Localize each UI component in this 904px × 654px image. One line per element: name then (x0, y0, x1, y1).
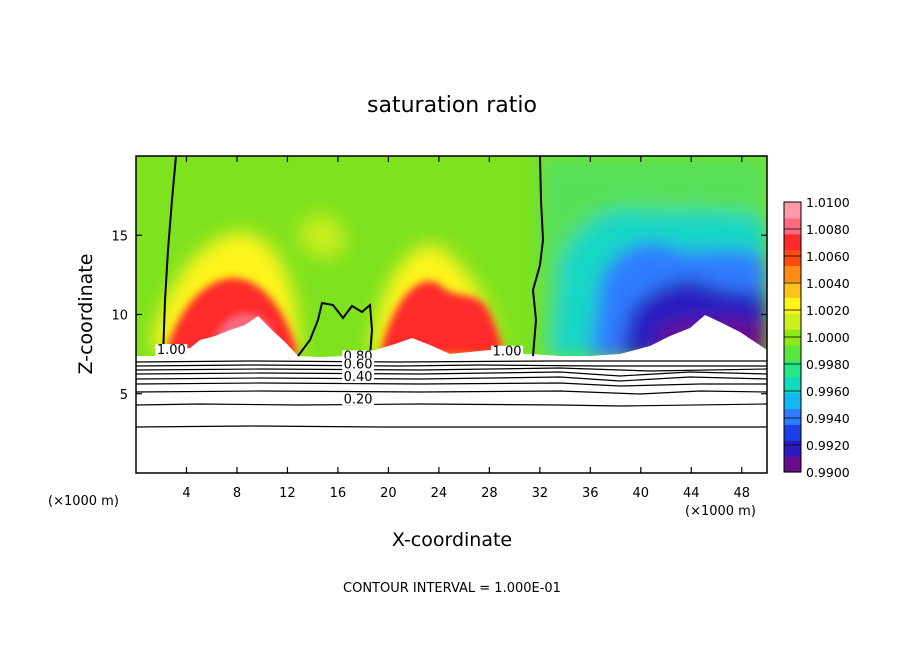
contour-interval-note: CONTOUR INTERVAL = 1.000E-01 (343, 581, 561, 596)
x-tick-label: 20 (380, 486, 397, 501)
contour-label-bg (155, 344, 188, 357)
colorbar-swatch (784, 360, 801, 378)
colorbar-swatch (784, 265, 801, 283)
contour-label: 0.40 (344, 370, 373, 385)
x-tick-label: 44 (683, 486, 700, 501)
contour-line-1.00-left (162, 156, 177, 357)
contour-line-0.60 (136, 371, 767, 377)
contour-line-0.80 (136, 364, 767, 367)
colorbar-label: 1.0000 (806, 330, 850, 345)
colorbar-swatch (784, 281, 801, 298)
colorbar-label: 1.0080 (806, 222, 850, 237)
contour-label: 0.60 (344, 357, 373, 372)
heatmap-field: 1.00 0.800.600.400.201.00 (136, 156, 767, 473)
colorbar-swatch (784, 376, 801, 394)
x-tick-label: 48 (733, 486, 750, 501)
y-tick-label: 10 (111, 309, 128, 324)
y-axis-title: Z-coordinate (75, 254, 97, 375)
x-tick-label: 12 (279, 486, 296, 501)
colorbar-swatch (784, 456, 801, 473)
colorbar-swatch (784, 249, 801, 267)
colorbar-label: 0.9920 (806, 438, 850, 453)
contour-label-bg (491, 345, 524, 358)
colorbar-swatch (784, 344, 801, 362)
y-tick-label: 5 (120, 388, 128, 403)
y-tick-label: 15 (111, 229, 128, 244)
colorbar-label: 0.9960 (806, 384, 850, 399)
colorbar-swatch (784, 424, 801, 441)
contour-label: 1.00 (493, 345, 522, 360)
contour-label: 1.00 (157, 343, 186, 358)
contour-line-1.00-middle (297, 301, 374, 357)
colorbar-swatch (784, 408, 801, 425)
x-tick-label: 24 (431, 486, 448, 501)
contour-line-0.40 (136, 382, 767, 387)
x-tick-label: 32 (532, 486, 549, 501)
colorbar-swatch (784, 440, 801, 457)
contour-labels: 1.00 0.800.600.400.201.00 (155, 343, 524, 407)
x-tick-label: 40 (633, 486, 650, 501)
colorbar-swatch (784, 297, 801, 314)
lower-contour-lines (136, 360, 767, 428)
contour-line-0.30 (136, 390, 767, 395)
colorbar-swatch (784, 233, 801, 251)
colorbar-swatch (784, 392, 801, 410)
x-axis-ticks: 4 8 12 16 20 24 28 32 36 40 44 48 (182, 156, 750, 501)
y-axis-ticks: 5 10 15 (111, 229, 767, 403)
terrain-blank-region (136, 315, 767, 473)
colorbar-label: 1.0020 (806, 303, 850, 318)
contour-line-0.10 (136, 425, 767, 428)
field-yellow-top (300, 214, 345, 259)
contour-line-0.50 (136, 376, 767, 382)
colorbar-label: 0.9980 (806, 357, 850, 372)
colorbar: 1.0100 1.0080 1.0060 1.0040 1.0020 1.0000 0.99… (783, 195, 850, 480)
x-unit-label-left: (×1000 m) (48, 494, 119, 509)
colorbar-label: 0.9940 (806, 411, 850, 426)
contour-label-bg (342, 371, 375, 384)
x-tick-label: 36 (582, 486, 599, 501)
colorbar-label: 0.9900 (806, 465, 850, 480)
colorbar-label: 1.0100 (806, 195, 850, 210)
colorbar-label: 1.0040 (806, 276, 850, 291)
colorbar-label: 1.0060 (806, 249, 850, 264)
x-tick-label: 28 (481, 486, 498, 501)
contour-line-1.00-right (531, 156, 545, 357)
contour-label: 0.20 (344, 392, 373, 407)
x-unit-label-right: (×1000 m) (685, 504, 756, 519)
contour-label-bg (342, 393, 375, 406)
chart-title: saturation ratio (367, 93, 537, 118)
contour-line-0.90 (136, 360, 767, 363)
colorbar-swatch (784, 202, 801, 219)
contour-label-bg (342, 358, 375, 371)
x-tick-label: 8 (233, 486, 241, 501)
x-axis-title: X-coordinate (392, 529, 512, 551)
contour-line-0.70 (136, 367, 767, 372)
x-tick-label: 4 (182, 486, 190, 501)
colorbar-swatch (784, 313, 801, 330)
field-red-arch-right (380, 281, 505, 355)
x-tick-label: 16 (330, 486, 347, 501)
colorbar-swatch (784, 217, 801, 235)
contour-line-0.20 (136, 403, 767, 407)
